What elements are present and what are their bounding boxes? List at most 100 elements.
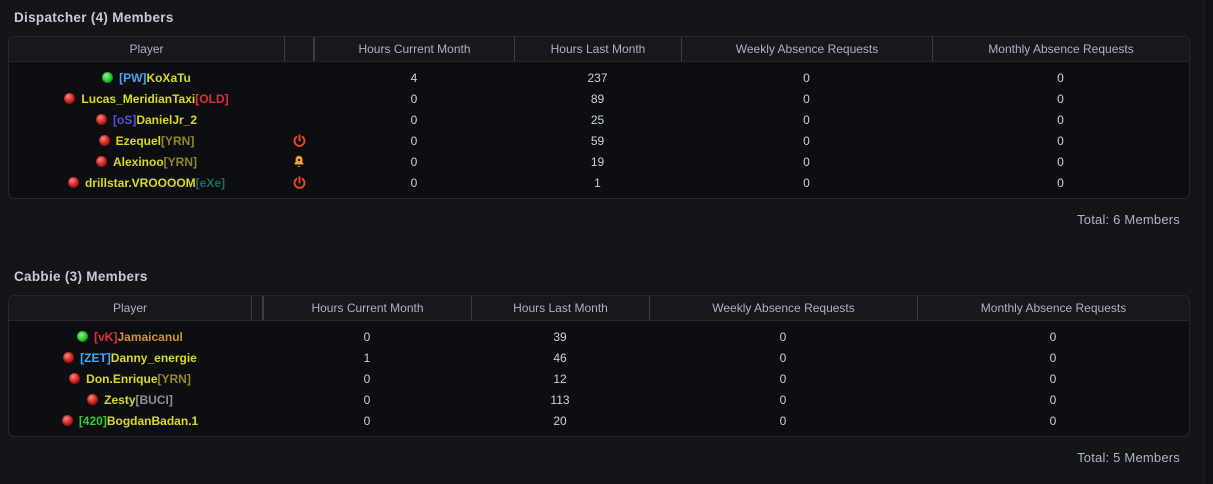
player-cell: Ezequel[YRN] bbox=[9, 130, 284, 151]
hours-last-month-cell: 1 bbox=[594, 175, 601, 190]
column-header[interactable]: Hours Current Month bbox=[314, 37, 514, 61]
player-name-part: Zesty bbox=[104, 392, 136, 407]
player-name-part: Jamaicanul bbox=[117, 329, 183, 344]
table-row[interactable]: [PW]KoXaTu 4 237 0 0 bbox=[9, 67, 1189, 88]
weekly-absence-requests-cell: 0 bbox=[803, 70, 810, 85]
column-header[interactable]: Player bbox=[129, 42, 164, 56]
table-row[interactable]: [420]BogdanBadan.1 0 20 0 0 bbox=[9, 410, 1189, 431]
player-name-part: Danny_energie bbox=[110, 350, 197, 365]
action-cell bbox=[284, 109, 314, 130]
monthly-absence-requests-cell: 0 bbox=[1057, 133, 1064, 148]
action-cell bbox=[284, 130, 314, 151]
player-cell: Don.Enrique[YRN] bbox=[9, 368, 251, 389]
action-cell bbox=[251, 389, 263, 410]
player-name-part: BogdanBadan.1 bbox=[106, 413, 199, 428]
column-header[interactable]: Monthly Absence Requests bbox=[917, 296, 1189, 320]
monthly-absence-requests-cell: 0 bbox=[1057, 70, 1064, 85]
red-status-dot bbox=[64, 93, 76, 104]
weekly-absence-requests-cell: 0 bbox=[803, 91, 810, 106]
hours-current-month-cell: 0 bbox=[410, 112, 418, 127]
table-row[interactable]: [vK]Jamaicanul 0 39 0 0 bbox=[9, 326, 1189, 347]
red-status-dot bbox=[98, 135, 110, 146]
red-status-dot bbox=[63, 352, 75, 363]
cabbie-total-members: Total: 5 Members bbox=[1077, 450, 1180, 465]
hours-current-month-cell: 0 bbox=[410, 91, 418, 106]
table-row[interactable]: [oS]DanielJr_2 0 25 0 0 bbox=[9, 109, 1189, 130]
player-name-part: [PW] bbox=[119, 70, 147, 85]
red-status-dot bbox=[96, 156, 107, 167]
action-cell bbox=[284, 172, 314, 193]
dispatcher-members-table: Player Hours Current Month Hours Last Mont… bbox=[8, 36, 1190, 199]
weekly-absence-requests-cell: 0 bbox=[803, 154, 810, 169]
red-status-dot bbox=[69, 373, 81, 384]
bell-icon[interactable] bbox=[292, 154, 306, 169]
monthly-absence-requests-cell: 0 bbox=[1057, 91, 1064, 106]
column-header[interactable]: Player bbox=[112, 301, 147, 315]
player-cell: Alexinoo[YRN] bbox=[9, 151, 284, 172]
hours-current-month-cell: 0 bbox=[410, 133, 418, 148]
table-row[interactable]: Lucas_MeridianTaxi[OLD] 0 89 0 0 bbox=[9, 88, 1189, 109]
hours-current-month-cell: 0 bbox=[363, 329, 371, 344]
hours-last-month-cell: 89 bbox=[590, 91, 605, 106]
table-row[interactable]: Alexinoo[YRN] 0 19 0 0 bbox=[9, 151, 1189, 172]
red-status-dot bbox=[61, 415, 73, 426]
hours-last-month-cell: 25 bbox=[590, 112, 605, 127]
dispatcher-section: Dispatcher (4) Members Player Hours Curre… bbox=[8, 10, 1213, 227]
table-row[interactable]: Ezequel[YRN] 0 59 0 0 bbox=[9, 130, 1189, 151]
green-status-dot bbox=[102, 72, 114, 83]
action-cell bbox=[251, 326, 263, 347]
hours-last-month-cell: 237 bbox=[587, 70, 608, 85]
monthly-absence-requests-cell: 0 bbox=[1057, 112, 1064, 127]
player-name: [oS]DanielJr_2 bbox=[113, 113, 197, 127]
cabbie-section: Cabbie (3) Members Player Hours Current M… bbox=[8, 269, 1213, 465]
action-cell bbox=[284, 67, 314, 88]
player-name: [vK]Jamaicanul bbox=[94, 330, 183, 344]
table-row[interactable]: [ZET]Danny_energie 1 46 0 0 bbox=[9, 347, 1189, 368]
column-header[interactable]: Hours Current Month bbox=[263, 296, 471, 320]
column-header-actions[interactable] bbox=[251, 296, 263, 320]
column-header[interactable]: Hours Last Month bbox=[471, 296, 649, 320]
table-header-row: Player Hours Current Month Hours Last Mont… bbox=[9, 296, 1189, 321]
monthly-absence-requests-cell: 0 bbox=[1049, 413, 1057, 428]
weekly-absence-requests-cell: 0 bbox=[803, 133, 810, 148]
monthly-absence-requests-cell: 0 bbox=[1057, 154, 1064, 169]
player-name-part: [ZET] bbox=[80, 350, 111, 365]
player-name-part: [YRN] bbox=[161, 133, 195, 148]
green-status-dot bbox=[77, 331, 89, 342]
column-header[interactable]: Weekly Absence Requests bbox=[649, 296, 917, 320]
hours-last-month-cell: 12 bbox=[553, 371, 567, 386]
column-header[interactable]: Hours Last Month bbox=[514, 37, 681, 61]
weekly-absence-requests-cell: 0 bbox=[779, 371, 787, 386]
column-header[interactable]: Weekly Absence Requests bbox=[681, 37, 932, 61]
hours-current-month-cell: 4 bbox=[410, 70, 418, 85]
player-cell: [PW]KoXaTu bbox=[9, 67, 284, 88]
player-name-part: [oS] bbox=[112, 112, 137, 127]
column-header-actions[interactable] bbox=[284, 37, 314, 61]
player-name-part: Lucas_MeridianTaxi bbox=[81, 91, 196, 106]
player-name: [PW]KoXaTu bbox=[119, 71, 191, 85]
hours-current-month-cell: 0 bbox=[410, 154, 418, 169]
monthly-absence-requests-cell: 0 bbox=[1049, 350, 1057, 365]
player-name-part: Alexinoo bbox=[113, 154, 164, 169]
scrollbar-track[interactable] bbox=[1204, 0, 1213, 484]
power-icon[interactable] bbox=[292, 175, 307, 190]
table-row[interactable]: drillstar.VROOOOM[eXe] 0 1 0 0 bbox=[9, 172, 1189, 193]
power-icon[interactable] bbox=[292, 133, 307, 148]
hours-current-month-cell: 0 bbox=[410, 175, 418, 190]
table-row[interactable]: Don.Enrique[YRN] 0 12 0 0 bbox=[9, 368, 1189, 389]
table-row[interactable]: Zesty[BUCI] 0 113 0 0 bbox=[9, 389, 1189, 410]
members-dashboard: Dispatcher (4) Members Player Hours Curre… bbox=[8, 10, 1213, 465]
player-name: Ezequel[YRN] bbox=[116, 134, 195, 148]
player-cell: [ZET]Danny_energie bbox=[9, 347, 251, 368]
red-status-dot bbox=[95, 114, 107, 125]
player-cell: Lucas_MeridianTaxi[OLD] bbox=[9, 88, 284, 109]
player-name-part: [eXe] bbox=[195, 175, 226, 190]
player-name-part: KoXaTu bbox=[146, 70, 191, 85]
hours-last-month-cell: 39 bbox=[553, 329, 567, 344]
player-name-part: [OLD] bbox=[195, 91, 229, 106]
weekly-absence-requests-cell: 0 bbox=[803, 112, 810, 127]
hours-last-month-cell: 19 bbox=[590, 154, 605, 169]
player-cell: drillstar.VROOOOM[eXe] bbox=[9, 172, 284, 193]
column-header[interactable]: Monthly Absence Requests bbox=[932, 37, 1189, 61]
monthly-absence-requests-cell: 0 bbox=[1049, 392, 1057, 407]
